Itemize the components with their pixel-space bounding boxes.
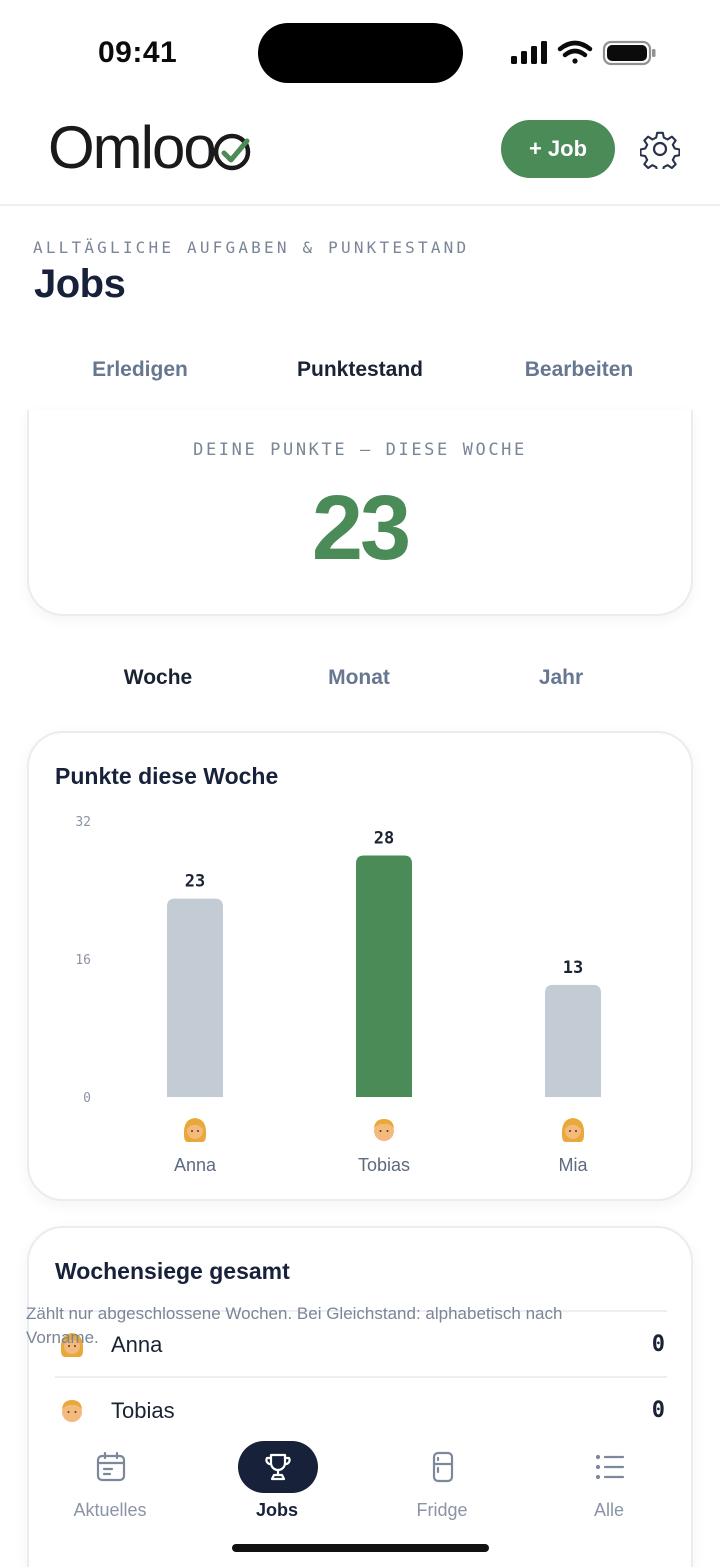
bottom-nav: Aktuelles Jobs: [0, 1432, 720, 1532]
fridge-icon: [432, 1451, 454, 1483]
check-icon: [213, 133, 250, 171]
add-job-button[interactable]: + Job: [501, 120, 615, 178]
tab-bar: Erledigen Punktestand Bearbeiten: [40, 350, 680, 394]
bar: [545, 984, 601, 1097]
battery-icon: [602, 40, 656, 66]
nav-label: Aktuelles: [73, 1500, 147, 1520]
period-monat[interactable]: Monat: [328, 666, 390, 689]
page-title: Jobs: [34, 262, 126, 306]
wins-name: Tobias: [111, 1398, 175, 1423]
trophy-icon: [265, 1453, 291, 1481]
points-card: DEINE PUNKTE — DIESE WOCHE 23: [27, 410, 693, 616]
points-label: DEINE PUNKTE — DIESE WOCHE: [193, 440, 527, 460]
nav-pill: [570, 1441, 650, 1493]
app-header: Omloo + Job: [0, 100, 720, 206]
y-tick-label: 0: [83, 1091, 91, 1106]
list-icon: [595, 1454, 625, 1480]
status-time: 09:41: [98, 36, 178, 69]
nav-item-aktuelles[interactable]: Aktuelles: [50, 1432, 170, 1532]
bar-value-label: 23: [185, 872, 205, 892]
wins-note: Zählt nur abgeschlossene Wochen. Bei Gle…: [26, 1304, 563, 1347]
logo-text: Omloo: [48, 114, 217, 181]
man-emoji-icon: [62, 1400, 82, 1422]
chart-card: Punkte diese Woche 0 16 32 23 Anna 28 Tobias 13…: [27, 731, 693, 1201]
bar-value-label: 28: [374, 829, 394, 849]
nav-label: Alle: [593, 1500, 624, 1520]
girl-emoji-icon: [561, 1118, 585, 1142]
nav-label: Jobs: [255, 1500, 298, 1520]
nav-pill: [238, 1441, 318, 1493]
home-indicator: [232, 1544, 489, 1552]
bar: [356, 855, 412, 1097]
calendar-icon: [96, 1451, 126, 1482]
x-category-label: Tobias: [358, 1155, 410, 1175]
wins-count: 0: [651, 1332, 665, 1357]
man-emoji-icon: [374, 1119, 394, 1141]
wins-card: Wochensiege gesamt Anna 0 Tobias 0: [27, 1226, 693, 1567]
x-category-label: Mia: [558, 1155, 588, 1175]
woman-emoji-icon: [60, 1333, 84, 1357]
tab-bearbeiten[interactable]: Bearbeiten: [524, 358, 634, 381]
x-category-label: Anna: [174, 1155, 217, 1175]
y-tick-label: 16: [75, 953, 91, 968]
tab-erledigen[interactable]: Erledigen: [92, 358, 188, 381]
status-icons: [511, 40, 656, 66]
period-woche[interactable]: Woche: [123, 666, 193, 689]
bar-value-label: 13: [563, 958, 583, 978]
nav-label: Fridge: [416, 1500, 468, 1520]
status-bar: 09:41: [0, 0, 720, 100]
points-bar-chart: 0 16 32 23 Anna 28 Tobias 13 Mia: [75, 815, 601, 1175]
logo: Omloo: [48, 118, 253, 178]
wifi-icon: [557, 40, 593, 64]
page-eyebrow: ALLTÄGLICHE AUFGABEN & PUNKTESTAND: [33, 238, 470, 257]
wins-count: 0: [651, 1398, 665, 1423]
nav-pill: [403, 1441, 483, 1493]
nav-item-jobs[interactable]: Jobs: [217, 1432, 337, 1532]
points-value: 23: [311, 477, 411, 579]
wins-title: Wochensiege gesamt: [55, 1258, 290, 1284]
wins-row: Anna 0: [55, 1310, 667, 1376]
chart-title: Punkte diese Woche: [55, 763, 279, 789]
wins-row: Tobias 0: [55, 1376, 667, 1442]
woman-emoji-icon: [183, 1118, 207, 1142]
tab-punktestand[interactable]: Punktestand: [296, 358, 424, 381]
gear-icon[interactable]: [640, 129, 680, 169]
period-jahr[interactable]: Jahr: [538, 666, 584, 689]
nav-item-fridge[interactable]: Fridge: [382, 1432, 502, 1532]
nav-pill: [71, 1441, 151, 1493]
bar: [167, 898, 223, 1097]
wins-name: Anna: [111, 1332, 163, 1357]
signal-icon: [511, 41, 547, 64]
nav-item-alle[interactable]: Alle: [549, 1432, 669, 1532]
y-tick-label: 32: [75, 815, 91, 830]
dynamic-island: [258, 23, 463, 83]
